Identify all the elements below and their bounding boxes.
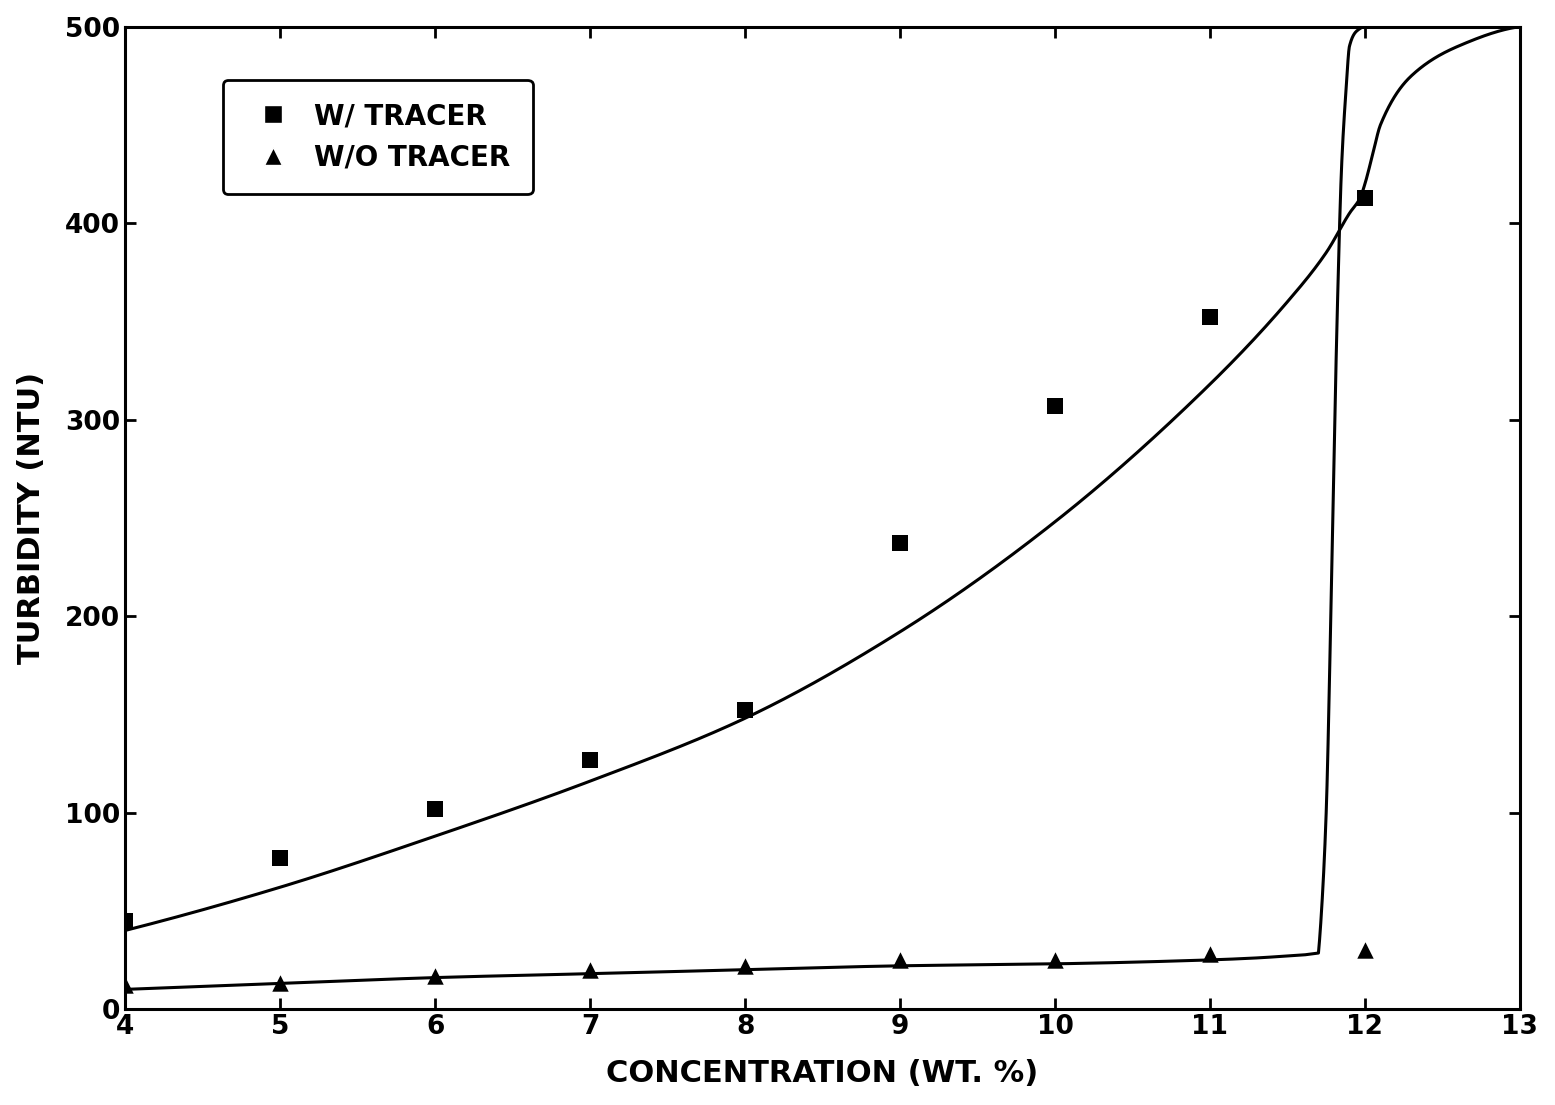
Point	[732, 957, 757, 975]
Point	[888, 535, 913, 552]
Point	[577, 750, 602, 768]
Point	[267, 975, 292, 992]
Point	[1353, 941, 1378, 959]
X-axis label: CONCENTRATION (WT. %): CONCENTRATION (WT. %)	[606, 1060, 1039, 1088]
Point	[114, 912, 138, 929]
Point	[423, 967, 448, 985]
Point	[732, 702, 757, 719]
Y-axis label: TURBIDITY (NTU): TURBIDITY (NTU)	[17, 371, 45, 664]
Point	[114, 977, 138, 995]
Point	[1042, 951, 1067, 969]
Point	[423, 800, 448, 818]
Point	[888, 951, 913, 969]
Point	[1197, 945, 1222, 962]
Point	[577, 961, 602, 979]
Point	[1042, 397, 1067, 414]
Point	[1353, 189, 1378, 207]
Legend: W/ TRACER, W/O TRACER: W/ TRACER, W/O TRACER	[222, 80, 533, 194]
Point	[267, 849, 292, 866]
Point	[1197, 308, 1222, 326]
